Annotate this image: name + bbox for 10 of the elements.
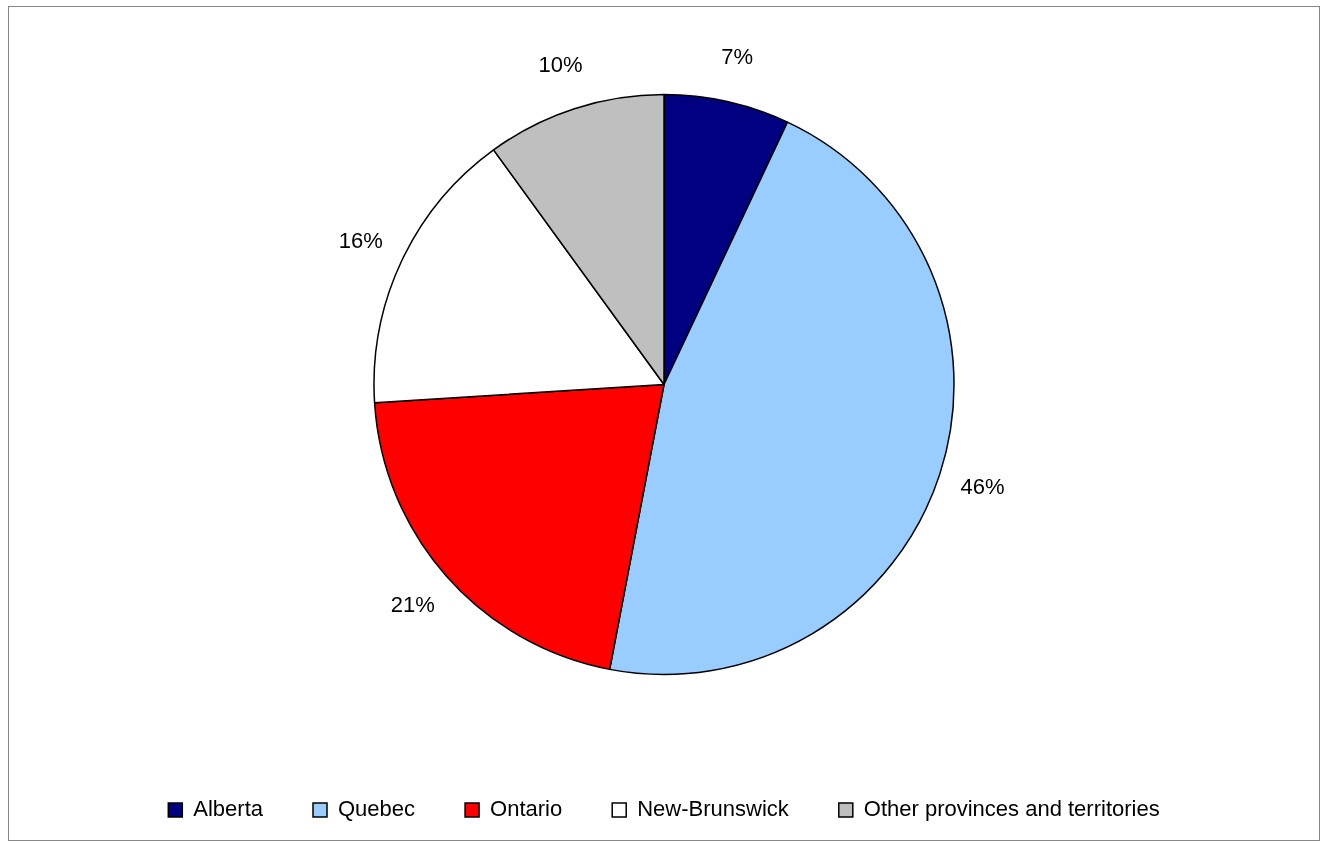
data-label: 16% <box>338 227 383 253</box>
legend-label: Quebec <box>338 796 416 822</box>
data-label: 46% <box>960 474 1005 500</box>
legend-label: Other provinces and territories <box>863 796 1160 822</box>
legend-label: Alberta <box>193 796 264 822</box>
legend-label: New-Brunswick <box>637 796 790 822</box>
data-label: 10% <box>538 51 583 77</box>
data-label: 21% <box>390 592 435 618</box>
legend-label: Ontario <box>490 796 563 822</box>
data-label: 7% <box>721 43 753 69</box>
